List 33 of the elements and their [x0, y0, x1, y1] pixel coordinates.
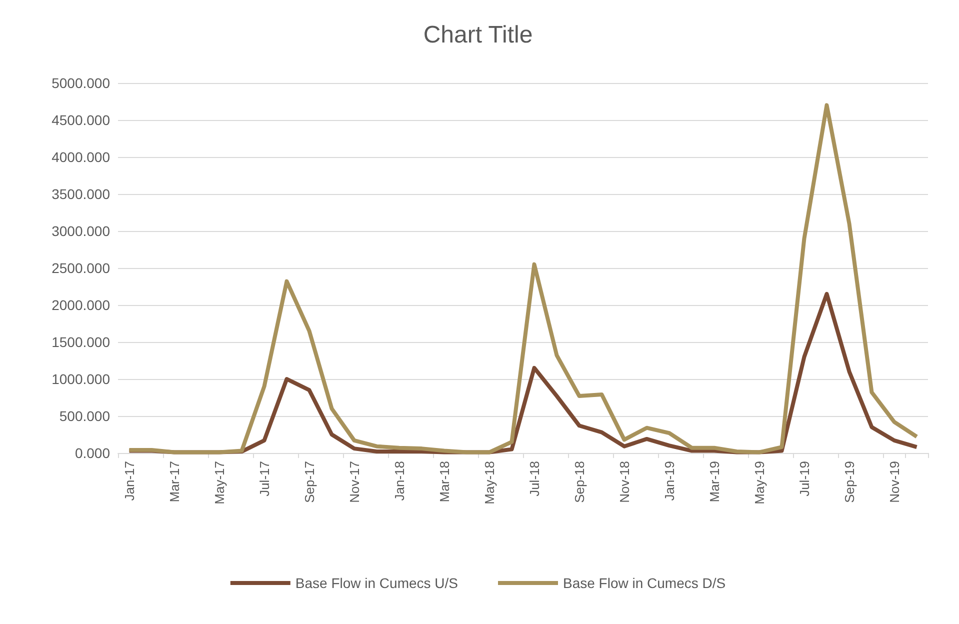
y-tick-label: 1000.000 — [52, 371, 110, 387]
x-tick-label: Sep-19 — [842, 461, 857, 503]
x-tick-label: Jan-19 — [662, 461, 677, 501]
x-tick-label: Jul-18 — [526, 461, 542, 496]
y-tick-label: 0.000 — [74, 445, 110, 461]
x-tick-label: Nov-18 — [616, 461, 632, 503]
x-tick-label: May-19 — [752, 461, 767, 504]
y-tick-label: 4000.000 — [52, 149, 110, 165]
y-tick-label: 1500.000 — [52, 334, 110, 350]
x-tick-label: Mar-19 — [706, 461, 722, 502]
y-tick-label: 3500.000 — [52, 186, 110, 202]
y-tick-label: 4500.000 — [52, 112, 110, 128]
x-tick-label: Nov-19 — [886, 461, 902, 503]
chart-title: Chart Title — [423, 22, 533, 48]
x-tick-label: Mar-17 — [166, 461, 182, 502]
line-series — [127, 103, 919, 454]
x-tick-label: Sep-18 — [572, 461, 587, 503]
y-tick-label: 5000.000 — [52, 75, 110, 91]
x-tick-label: Sep-17 — [302, 461, 317, 503]
x-tick-label: Jan-17 — [122, 461, 137, 501]
x-tick-label: Jul-19 — [796, 461, 812, 496]
x-tick-label: Jan-18 — [392, 461, 407, 501]
y-tick-label: 500.000 — [59, 408, 110, 424]
x-tick-label: Nov-17 — [346, 461, 362, 503]
y-tick-label: 2000.000 — [52, 297, 110, 313]
y-tick-label: 2500.000 — [52, 260, 110, 276]
legend-label: Base Flow in Cumecs D/S — [563, 575, 726, 591]
y-tick-label: 3000.000 — [52, 223, 110, 239]
x-tick-label: May-17 — [212, 461, 227, 504]
x-tick-label: May-18 — [482, 461, 497, 504]
legend-label: Base Flow in Cumecs U/S — [295, 575, 458, 591]
x-tick-label: Jul-17 — [256, 461, 272, 496]
x-tick-label: Mar-18 — [436, 461, 452, 502]
